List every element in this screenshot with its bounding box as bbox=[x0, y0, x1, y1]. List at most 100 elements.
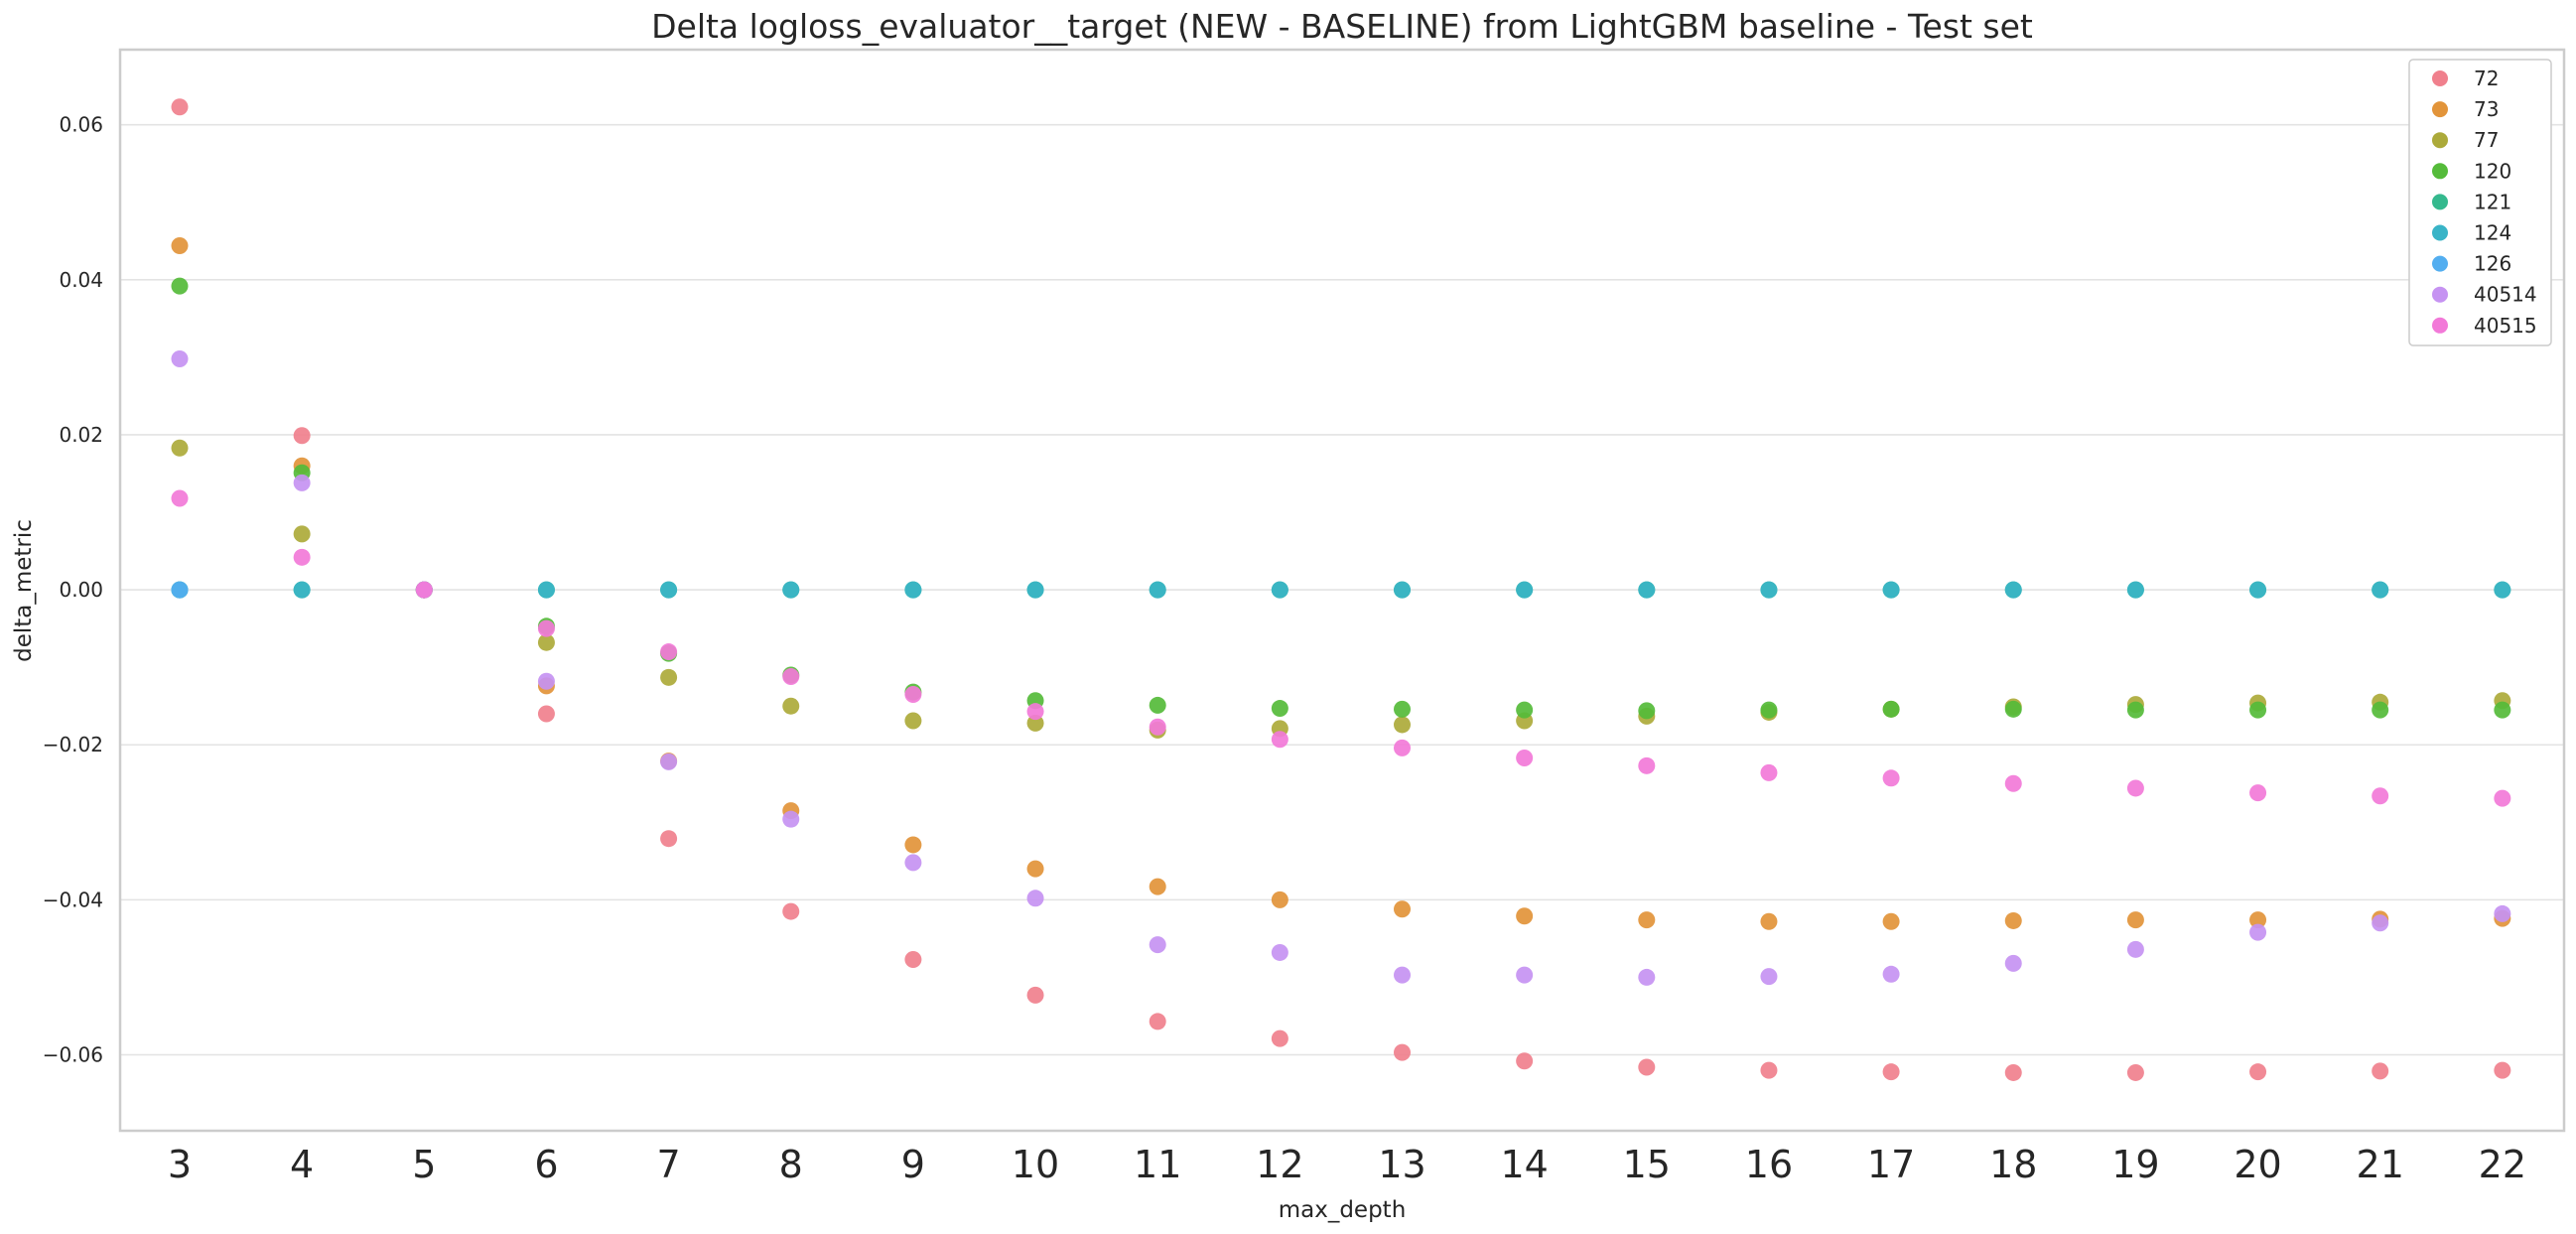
x-axis-ticks: 3 4 5 6 7 8 9 10 11 12 13 14 15 16 17 18 19 20 21 22 bbox=[168, 1143, 2526, 1186]
data-point bbox=[1638, 1058, 1656, 1076]
data-point bbox=[171, 277, 189, 295]
data-point bbox=[293, 474, 311, 491]
legend-label: 126 bbox=[2474, 252, 2511, 276]
data-point bbox=[2249, 581, 2267, 599]
x-tick-label: 3 bbox=[168, 1143, 192, 1186]
data-point bbox=[1638, 968, 1656, 986]
legend-label: 72 bbox=[2474, 67, 2499, 90]
legend-label: 120 bbox=[2474, 159, 2511, 183]
data-point bbox=[2004, 700, 2022, 718]
data-point bbox=[1760, 968, 1778, 986]
data-point bbox=[904, 836, 922, 854]
data-point bbox=[1882, 965, 1900, 983]
data-point bbox=[1882, 581, 1900, 599]
series-126 bbox=[171, 581, 189, 599]
data-point bbox=[1026, 703, 1044, 721]
legend-marker bbox=[2432, 224, 2448, 241]
data-point bbox=[1149, 718, 1166, 736]
data-point bbox=[660, 830, 678, 848]
x-tick-label: 13 bbox=[1378, 1143, 1425, 1186]
legend-label: 124 bbox=[2474, 221, 2511, 245]
data-point bbox=[1516, 966, 1534, 984]
data-point bbox=[2372, 701, 2389, 719]
data-point bbox=[1394, 700, 1411, 718]
data-point bbox=[1394, 966, 1411, 984]
data-point bbox=[660, 753, 678, 770]
data-point bbox=[415, 581, 433, 599]
data-point bbox=[1516, 750, 1534, 767]
x-tick-label: 18 bbox=[1989, 1143, 2037, 1186]
x-tick-label: 20 bbox=[2234, 1143, 2281, 1186]
y-tick-label: −0.04 bbox=[43, 888, 103, 911]
data-point bbox=[2494, 701, 2511, 719]
x-tick-label: 22 bbox=[2479, 1143, 2526, 1186]
legend-box bbox=[2408, 59, 2552, 346]
data-point bbox=[782, 668, 800, 686]
data-point bbox=[2372, 1062, 2389, 1080]
data-point bbox=[1026, 890, 1044, 907]
data-point bbox=[1149, 696, 1166, 714]
data-point bbox=[2004, 954, 2022, 972]
data-point bbox=[1271, 700, 1288, 718]
legend-label: 40514 bbox=[2474, 283, 2537, 307]
data-point bbox=[782, 581, 800, 599]
legend-marker bbox=[2432, 255, 2448, 272]
plot-frame bbox=[118, 48, 2566, 1133]
x-tick-label: 6 bbox=[534, 1143, 558, 1186]
data-point bbox=[2126, 701, 2144, 719]
data-point bbox=[2372, 581, 2389, 599]
data-point bbox=[1638, 911, 1656, 929]
series-120 bbox=[171, 277, 2511, 720]
x-tick-label: 21 bbox=[2357, 1143, 2404, 1186]
data-point bbox=[2249, 784, 2267, 802]
data-point bbox=[537, 619, 555, 637]
data-point bbox=[660, 581, 678, 599]
y-tick-label: −0.02 bbox=[43, 733, 103, 756]
series-73 bbox=[171, 237, 2511, 930]
data-point bbox=[2494, 581, 2511, 599]
data-point bbox=[2126, 940, 2144, 958]
data-point bbox=[2249, 923, 2267, 941]
legend-marker bbox=[2432, 194, 2448, 210]
data-point bbox=[537, 633, 555, 651]
legend: 72 73 77 120 121 124 126 40514 40515 bbox=[2408, 59, 2552, 346]
x-tick-label: 8 bbox=[779, 1143, 803, 1186]
data-point bbox=[782, 697, 800, 715]
x-tick-label: 11 bbox=[1134, 1143, 1181, 1186]
data-point bbox=[2494, 1061, 2511, 1079]
data-point bbox=[2249, 701, 2267, 719]
y-tick-label: 0.06 bbox=[59, 113, 103, 137]
data-point bbox=[171, 439, 189, 457]
y-tick-label: 0.04 bbox=[59, 268, 103, 292]
data-point bbox=[2494, 789, 2511, 807]
x-tick-label: 9 bbox=[901, 1143, 925, 1186]
data-point bbox=[904, 950, 922, 968]
x-tick-label: 14 bbox=[1500, 1143, 1548, 1186]
data-point bbox=[904, 854, 922, 872]
x-tick-label: 19 bbox=[2111, 1143, 2159, 1186]
data-point bbox=[2126, 911, 2144, 929]
legend-marker bbox=[2432, 70, 2448, 86]
data-point bbox=[1271, 1029, 1288, 1047]
data-point bbox=[1516, 907, 1534, 925]
data-point bbox=[537, 672, 555, 690]
legend-marker bbox=[2432, 132, 2448, 149]
x-tick-label: 17 bbox=[1867, 1143, 1915, 1186]
data-point bbox=[293, 525, 311, 543]
data-point bbox=[1394, 900, 1411, 918]
data-point bbox=[1271, 943, 1288, 961]
data-point bbox=[782, 902, 800, 920]
legend-marker bbox=[2432, 163, 2448, 180]
series-40514 bbox=[171, 349, 2511, 986]
data-point bbox=[1516, 701, 1534, 719]
data-point bbox=[1271, 731, 1288, 749]
data-point bbox=[1394, 716, 1411, 734]
legend-label: 77 bbox=[2474, 128, 2499, 152]
data-point bbox=[1149, 936, 1166, 954]
data-point bbox=[1271, 581, 1288, 599]
data-point bbox=[537, 705, 555, 723]
data-point bbox=[1760, 763, 1778, 781]
data-point bbox=[1516, 581, 1534, 599]
